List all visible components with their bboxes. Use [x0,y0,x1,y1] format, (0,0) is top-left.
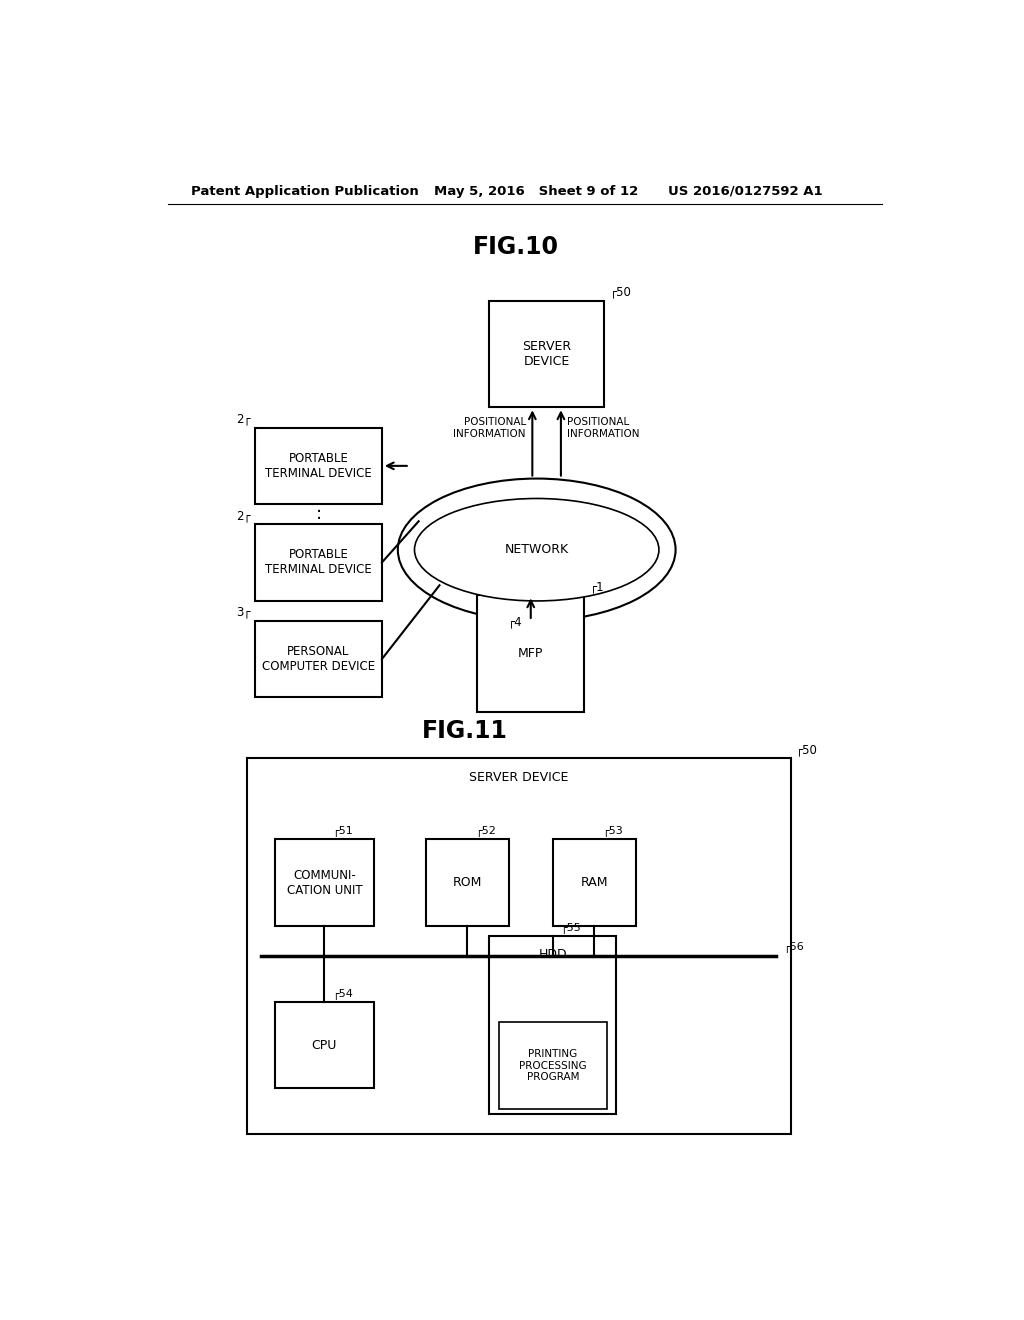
Text: NETWORK: NETWORK [505,544,568,556]
Text: HDD: HDD [539,948,567,961]
Text: POSITIONAL
INFORMATION: POSITIONAL INFORMATION [454,417,526,438]
Text: ┌54: ┌54 [333,989,353,1001]
Text: CPU: CPU [311,1039,337,1052]
FancyBboxPatch shape [274,1002,374,1089]
FancyBboxPatch shape [247,758,791,1134]
Text: :: : [315,506,322,523]
Text: 2┌: 2┌ [237,413,251,426]
Text: RAM: RAM [581,876,608,890]
Text: FIG.10: FIG.10 [473,235,559,259]
Text: PERSONAL
COMPUTER DEVICE: PERSONAL COMPUTER DEVICE [262,645,375,673]
Text: ROM: ROM [453,876,482,890]
FancyBboxPatch shape [553,840,636,925]
FancyBboxPatch shape [426,840,509,925]
Text: ┌51: ┌51 [333,826,353,837]
Text: PORTABLE
TERMINAL DEVICE: PORTABLE TERMINAL DEVICE [265,451,372,480]
Ellipse shape [397,479,676,620]
Text: ┌50: ┌50 [797,743,818,756]
Text: May 5, 2016   Sheet 9 of 12: May 5, 2016 Sheet 9 of 12 [433,185,638,198]
Text: 3┌: 3┌ [237,606,251,619]
FancyBboxPatch shape [489,301,604,408]
Text: Patent Application Publication: Patent Application Publication [191,185,419,198]
Text: PORTABLE
TERMINAL DEVICE: PORTABLE TERMINAL DEVICE [265,548,372,577]
Text: ┌56: ┌56 [782,942,804,953]
Text: ┌50: ┌50 [609,285,632,298]
FancyBboxPatch shape [255,524,382,601]
FancyBboxPatch shape [489,936,616,1114]
FancyBboxPatch shape [477,595,585,713]
FancyBboxPatch shape [255,428,382,504]
Text: SERVER
DEVICE: SERVER DEVICE [522,341,571,368]
FancyBboxPatch shape [500,1022,606,1109]
Text: POSITIONAL
INFORMATION: POSITIONAL INFORMATION [567,417,640,438]
FancyBboxPatch shape [274,840,374,925]
Text: ┌4: ┌4 [508,616,523,628]
Text: SERVER DEVICE: SERVER DEVICE [469,771,568,784]
Ellipse shape [415,499,658,601]
Text: PRINTING
PROCESSING
PROGRAM: PRINTING PROCESSING PROGRAM [519,1049,587,1082]
Text: ┌53: ┌53 [602,826,623,837]
FancyBboxPatch shape [255,620,382,697]
Text: FIG.11: FIG.11 [422,719,508,743]
Text: ┌55: ┌55 [560,923,582,935]
Text: MFP: MFP [518,647,544,660]
Text: COMMUNI-
CATION UNIT: COMMUNI- CATION UNIT [287,869,362,896]
Text: ┌1: ┌1 [590,581,604,594]
Text: 2┌: 2┌ [237,510,251,523]
Text: ┌52: ┌52 [475,826,496,837]
Text: US 2016/0127592 A1: US 2016/0127592 A1 [668,185,822,198]
